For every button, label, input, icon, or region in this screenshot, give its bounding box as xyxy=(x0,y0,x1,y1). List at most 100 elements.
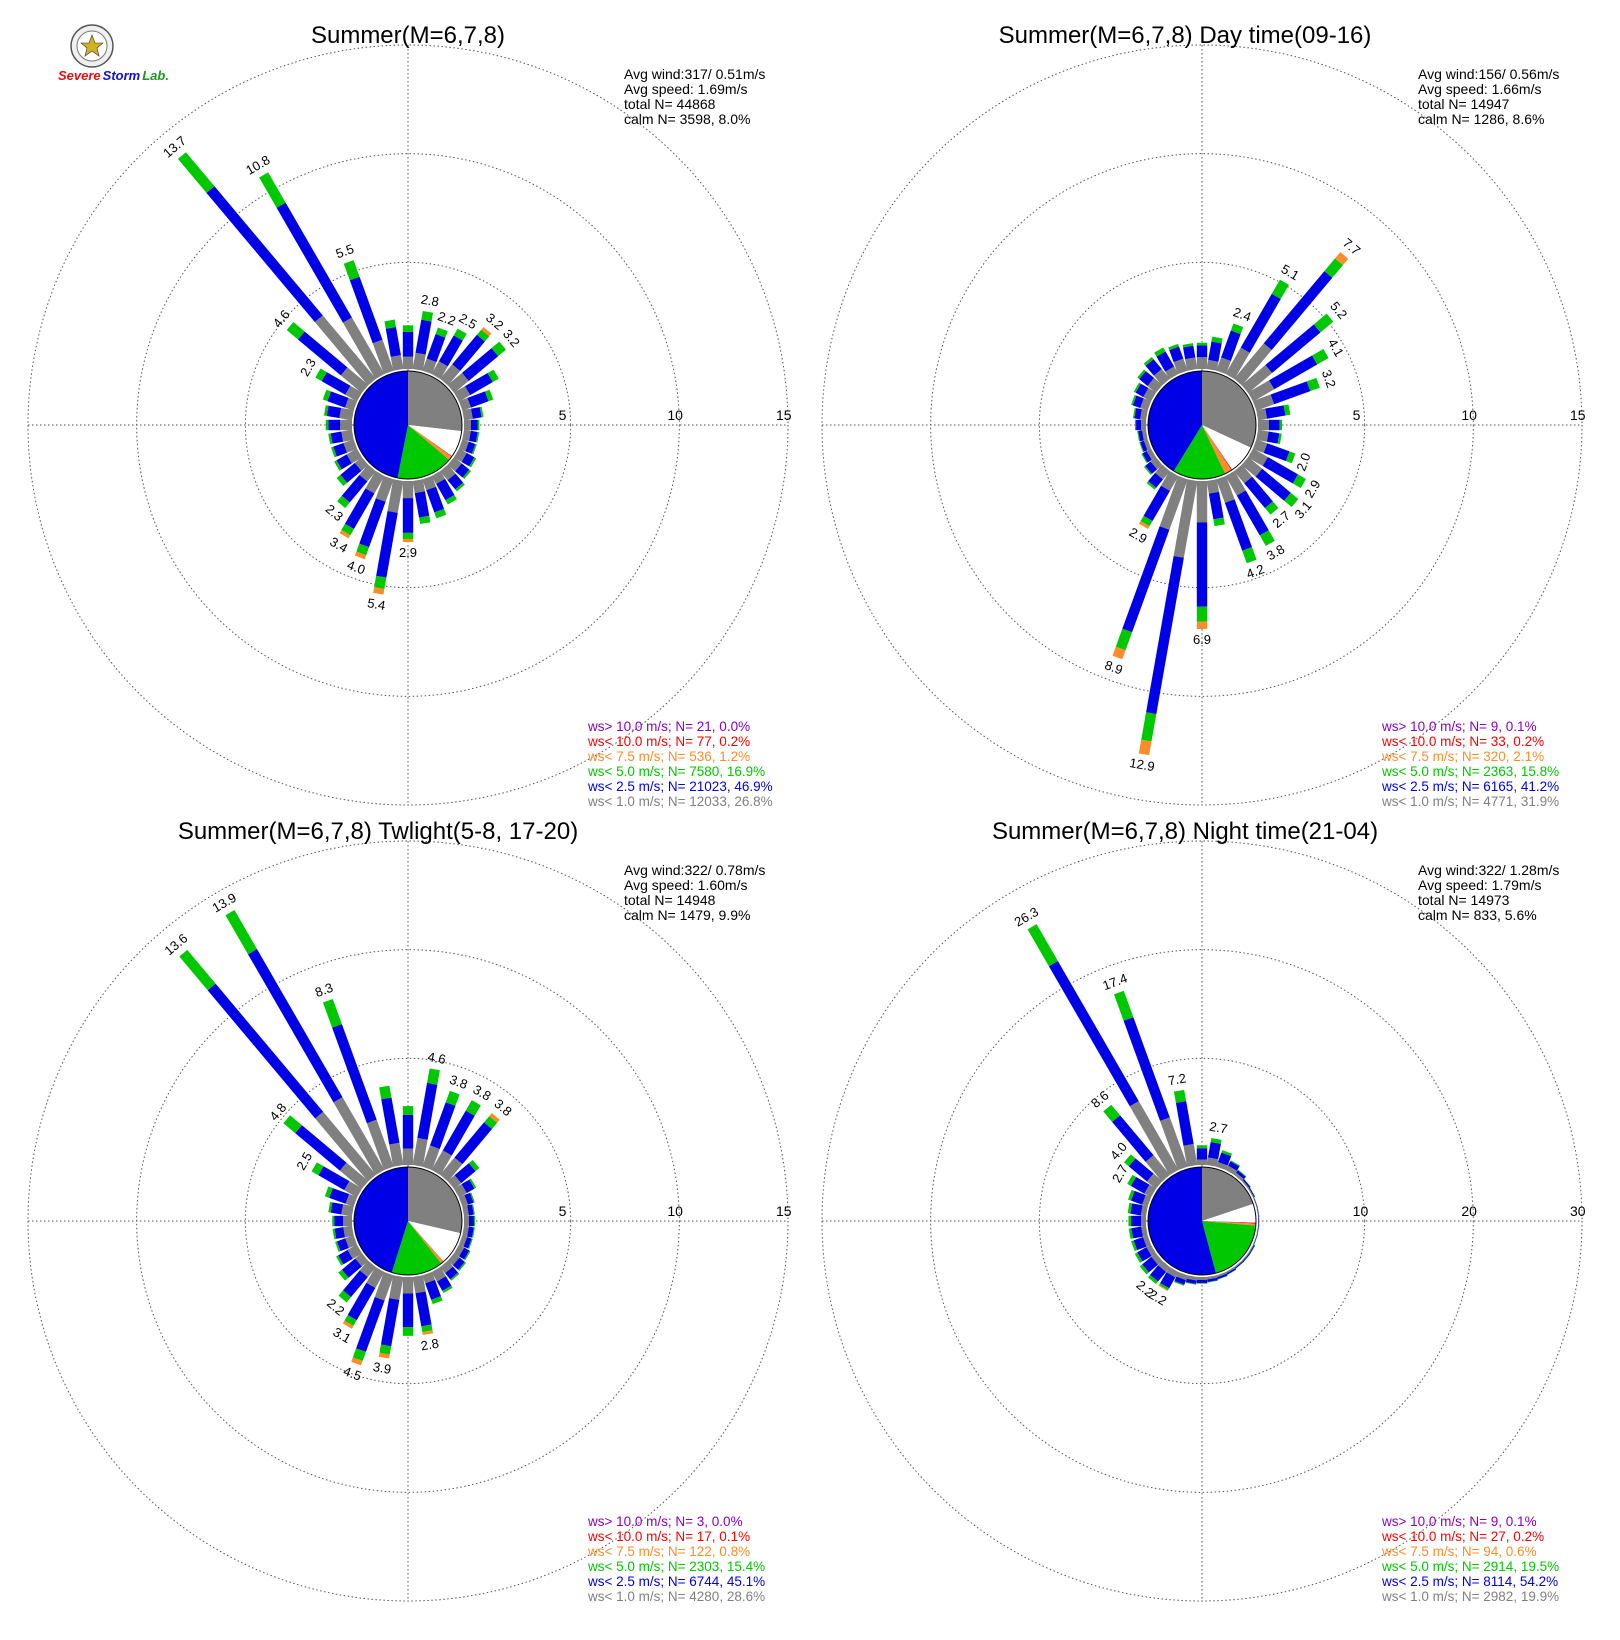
bar-segment-green xyxy=(1253,1196,1258,1207)
bar-segment-blue xyxy=(326,405,342,419)
bar-label: 2.7 xyxy=(1109,1162,1131,1185)
direction-bar-50 xyxy=(1241,1178,1251,1189)
severe-storm-lab-logo: Severe Storm Lab. xyxy=(58,24,169,83)
stats-line: total N= 14948 xyxy=(624,892,716,908)
legend-entry-orange: ws< 7.5 m/s; N= 536, 1.2% xyxy=(587,749,750,764)
bar-label: 2.0 xyxy=(1293,451,1313,473)
bar-label: 2.4 xyxy=(1231,304,1253,324)
bar-segment-gray xyxy=(422,1145,440,1171)
bar-segment-green xyxy=(402,532,414,539)
bar-segment-blue xyxy=(402,1293,414,1328)
direction-bar-230 xyxy=(336,457,369,487)
ring-label: 10 xyxy=(667,407,683,423)
bar-segment-blue xyxy=(1256,1205,1260,1217)
bar-segment-green xyxy=(1253,1235,1258,1246)
bar-segment-gray xyxy=(1241,1253,1250,1262)
bar-segment-gray xyxy=(314,315,376,386)
bar-segment-gray xyxy=(462,1205,469,1217)
bar-segment-gray xyxy=(458,439,469,452)
direction-bar-340: 17.4 xyxy=(1100,970,1188,1171)
direction-bar-240 xyxy=(334,448,363,471)
bar-segment-gray xyxy=(462,408,473,421)
direction-bar-200: 4.5 xyxy=(341,1271,394,1384)
bar-segment-green xyxy=(442,1285,453,1293)
bar-segment-gray xyxy=(366,1119,394,1171)
ring-label: 5 xyxy=(559,1203,567,1219)
ring-label: 15 xyxy=(776,407,792,423)
bar-segment-gray xyxy=(402,1277,414,1294)
pie-slice-orange xyxy=(408,425,452,460)
pie-slice-orange xyxy=(1202,1221,1256,1226)
direction-bar-240 xyxy=(1134,1244,1157,1263)
bar-segment-blue xyxy=(1253,1235,1258,1246)
direction-bar-70 xyxy=(458,1192,475,1207)
bar-segment-blue xyxy=(1265,405,1286,419)
pie-slice-red xyxy=(408,425,453,457)
panel-title: Summer(M=6,7,8) Twlight(5-8, 17-20) xyxy=(178,818,578,845)
panel-title: Summer(M=6,7,8) xyxy=(311,22,505,49)
bar-segment-green xyxy=(179,949,216,991)
direction-bar-300: 2.5 xyxy=(293,1150,363,1198)
bar-segment-gray xyxy=(1252,394,1275,411)
bar-segment-gray xyxy=(464,1215,469,1227)
pie-slice-green xyxy=(391,1221,442,1275)
bar-segment-gray xyxy=(1196,481,1208,523)
bar-segment-gray xyxy=(374,1271,394,1301)
direction-bar-10: 4.6 xyxy=(412,1049,447,1167)
bar-segment-blue xyxy=(1227,1161,1240,1171)
bar-label: 5.4 xyxy=(366,595,386,613)
bar-segment-green xyxy=(1115,628,1133,651)
bar-segment-blue xyxy=(470,419,478,431)
bar-label: 7.7 xyxy=(1340,235,1363,258)
bar-segment-blue xyxy=(1156,351,1175,372)
bar-segment-green xyxy=(336,474,348,487)
bar-segment-gray xyxy=(440,364,461,386)
bar-segment-green xyxy=(1131,394,1137,406)
bar-segment-gray xyxy=(1206,1275,1218,1280)
bar-segment-gray xyxy=(412,1275,426,1294)
bar-segment-blue xyxy=(1145,359,1162,376)
bar-label: 4.6 xyxy=(270,307,293,330)
bar-segment-green xyxy=(1027,924,1058,967)
direction-bar-170: 2.8 xyxy=(412,1275,440,1353)
bar-segment-gray xyxy=(1206,479,1220,494)
direction-bars: 2.45.17.75.24.13.22.02.93.12.73.84.26.91… xyxy=(1103,235,1364,774)
direction-bar-340 xyxy=(1168,343,1188,375)
bar-segment-blue xyxy=(333,442,347,457)
stats-line: calm N= 3598, 8.0% xyxy=(624,111,750,127)
bar-segment-blue xyxy=(1242,1179,1251,1188)
ring-label: 10 xyxy=(1461,407,1477,423)
bar-segment-green xyxy=(1134,419,1137,431)
bar-segment-blue xyxy=(454,1163,476,1184)
direction-bar-140 xyxy=(1234,1260,1244,1270)
bar-segment-blue xyxy=(425,1279,441,1300)
direction-bar-210: 3.1 xyxy=(330,1266,385,1346)
bar-segment-green xyxy=(1257,1205,1260,1217)
bar-segment-blue xyxy=(1160,1272,1176,1289)
bar-segment-green xyxy=(1128,1215,1132,1227)
bar-segment-gray xyxy=(453,1184,467,1198)
pie-slice-red xyxy=(1202,1221,1256,1224)
bar-segment-blue xyxy=(1132,395,1144,409)
bar-segment-blue xyxy=(470,407,482,419)
direction-bar-270 xyxy=(1134,419,1146,431)
bar-segment-gray xyxy=(345,1235,358,1249)
bar-segment-green xyxy=(1230,323,1244,335)
direction-bar-10 xyxy=(1206,336,1223,371)
bar-segment-blue xyxy=(464,1192,474,1205)
bar-segment-green xyxy=(1147,1274,1159,1285)
bar-segment-blue xyxy=(468,1215,474,1227)
bar-segment-green xyxy=(468,1238,473,1249)
bar-segment-blue xyxy=(452,334,485,371)
legend-entry-gray: ws< 1.0 m/s; N= 12033, 26.8% xyxy=(587,794,773,809)
bar-segment-green xyxy=(1271,279,1289,299)
pie-slice-gray xyxy=(408,1167,462,1234)
bar-segment-gray xyxy=(447,372,469,393)
bar-segment-green xyxy=(315,368,327,382)
bar-label: 4.6 xyxy=(427,1049,447,1067)
bar-segment-green xyxy=(1213,517,1225,527)
bar-segment-gray xyxy=(1153,368,1170,386)
pie-slice-orange xyxy=(408,1221,444,1264)
bar-segment-green xyxy=(177,152,215,193)
